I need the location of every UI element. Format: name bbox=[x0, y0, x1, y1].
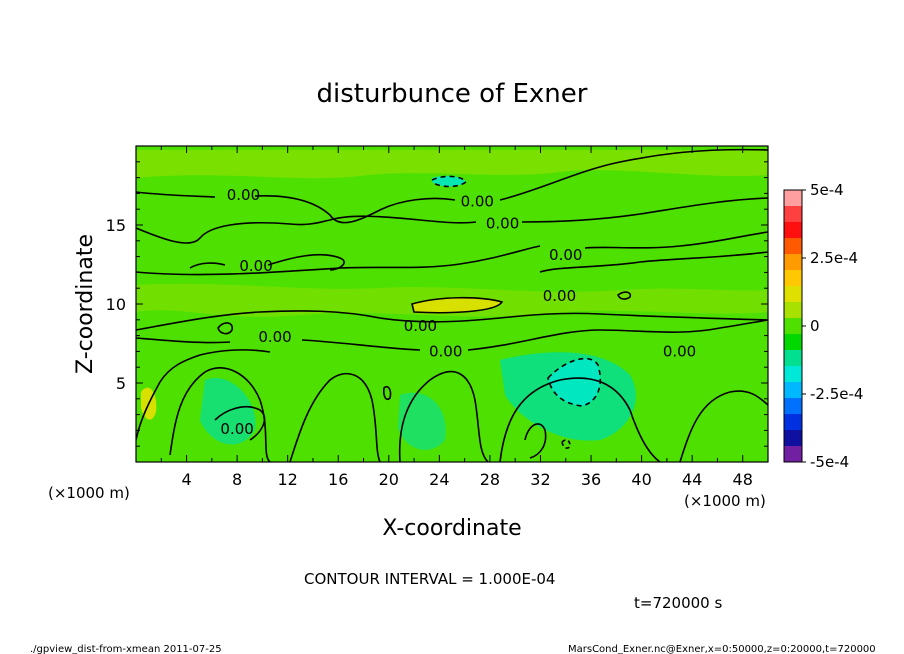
colorbar-segment bbox=[784, 190, 802, 207]
field-patch-cyan-2 bbox=[548, 358, 601, 406]
colorbar-ticks: 5e-4 2.5e-4 0 -2.5e-4 -5e-4 bbox=[802, 181, 863, 471]
x-tick-label: 12 bbox=[278, 470, 298, 489]
contour-line-neg-1 bbox=[547, 357, 602, 407]
colorbar-tick-label: -2.5e-4 bbox=[810, 385, 863, 403]
colorbar-segment bbox=[784, 366, 802, 383]
x-axis-unit-left: (×1000 m) bbox=[48, 484, 130, 502]
contour-line-1 bbox=[136, 148, 768, 224]
field-band-upper bbox=[136, 150, 768, 179]
contour-label: 0.00 bbox=[543, 287, 576, 305]
colorbar-segment bbox=[784, 270, 802, 287]
x-tick-label: 4 bbox=[181, 470, 191, 489]
colorbar-segment bbox=[784, 222, 802, 239]
x-tick-label: 48 bbox=[733, 470, 753, 489]
contour-line-12 bbox=[617, 291, 632, 300]
x-tick-label: 40 bbox=[631, 470, 651, 489]
field-patch-yellow-1 bbox=[412, 297, 502, 313]
contour-label: 0.00 bbox=[663, 342, 696, 360]
colorbar-segment bbox=[784, 430, 802, 447]
contour-label: 0.00 bbox=[404, 317, 437, 335]
contour-line-2 bbox=[136, 197, 768, 244]
colorbar-tick-label: 2.5e-4 bbox=[810, 249, 858, 267]
colorbar-segment bbox=[784, 238, 802, 255]
contour-line-4 bbox=[136, 231, 768, 276]
contour-labels: 0.00 0.00 0.00 0.00 0.00 0.00 0.00 0.00 0.00 0.00… bbox=[220, 186, 696, 438]
contour-line-11 bbox=[524, 423, 547, 459]
contour-line-6 bbox=[136, 310, 768, 331]
contour-line-13 bbox=[217, 322, 234, 335]
contour-label: 0.00 bbox=[258, 328, 291, 346]
contour-label: 0.00 bbox=[486, 214, 519, 232]
contour-line-14 bbox=[383, 385, 392, 401]
y-axis-label: Z-coordinate bbox=[73, 234, 98, 374]
contour-interval-text: CONTOUR INTERVAL = 1.000E-04 bbox=[304, 570, 555, 588]
colorbar bbox=[784, 190, 802, 463]
y-tick-label: 10 bbox=[106, 295, 126, 314]
time-text: t=720000 s bbox=[634, 594, 722, 612]
x-tick-label: 44 bbox=[682, 470, 702, 489]
contour-label: 0.00 bbox=[461, 192, 494, 210]
x-tick-label: 28 bbox=[480, 470, 500, 489]
x-axis-label: X-coordinate bbox=[382, 516, 521, 541]
x-tick-label: 20 bbox=[379, 470, 399, 489]
contour-line-neg-3 bbox=[561, 439, 571, 449]
contour-line-5 bbox=[539, 251, 768, 273]
colorbar-segment bbox=[784, 382, 802, 399]
x-tick-label: 32 bbox=[530, 470, 550, 489]
x-axis-ticks: 4 8 12 16 20 24 28 32 36 40 44 48 bbox=[160, 146, 753, 489]
x-tick-label: 16 bbox=[328, 470, 348, 489]
contour-label: 0.00 bbox=[220, 420, 253, 438]
chart-title: disturbunce of Exner bbox=[317, 79, 588, 109]
contour-label: 0.00 bbox=[429, 342, 462, 360]
colorbar-tick-label: -5e-4 bbox=[810, 453, 849, 471]
colorbar-segment bbox=[784, 350, 802, 367]
y-tick-label: 5 bbox=[116, 374, 126, 393]
y-tick-label: 15 bbox=[106, 216, 126, 235]
x-tick-label: 36 bbox=[581, 470, 601, 489]
colorbar-segment bbox=[784, 302, 802, 319]
contour-line-9 bbox=[136, 349, 271, 441]
colorbar-tick-label: 5e-4 bbox=[810, 181, 844, 199]
contour-line-neg-2 bbox=[431, 175, 468, 188]
x-tick-label: 24 bbox=[429, 470, 449, 489]
x-tick-label: 8 bbox=[232, 470, 242, 489]
contour-label: 0.00 bbox=[227, 186, 260, 204]
colorbar-segment bbox=[784, 206, 802, 223]
colorbar-tick-label: 0 bbox=[810, 317, 820, 335]
footer-right: MarsCond_Exner.nc@Exner,x=0:50000,z=0:20… bbox=[568, 644, 876, 654]
colorbar-segment bbox=[784, 446, 802, 463]
footer-left: ./gpview_dist-from-xmean 2011-07-25 bbox=[30, 644, 222, 654]
colorbar-segment bbox=[784, 334, 802, 351]
contour-line-7 bbox=[136, 319, 768, 351]
field-patch-cyan-4 bbox=[398, 392, 446, 450]
plot-area bbox=[136, 146, 768, 462]
colorbar-segment bbox=[784, 286, 802, 303]
contour-line-10 bbox=[214, 405, 266, 441]
contour-label: 0.00 bbox=[549, 246, 582, 264]
colorbar-segment bbox=[784, 254, 802, 271]
colorbar-segment bbox=[784, 414, 802, 431]
x-axis-unit-right: (×1000 m) bbox=[684, 492, 766, 510]
contour-label: 0.00 bbox=[239, 257, 272, 275]
contour-line-15 bbox=[411, 296, 504, 314]
y-axis-ticks: 5 10 15 bbox=[106, 161, 768, 447]
contour-lines bbox=[136, 148, 768, 462]
field-patch-cyan-5 bbox=[432, 175, 466, 187]
colorbar-segment bbox=[784, 318, 802, 335]
colorbar-segment bbox=[784, 398, 802, 415]
contour-line-8 bbox=[169, 367, 768, 462]
